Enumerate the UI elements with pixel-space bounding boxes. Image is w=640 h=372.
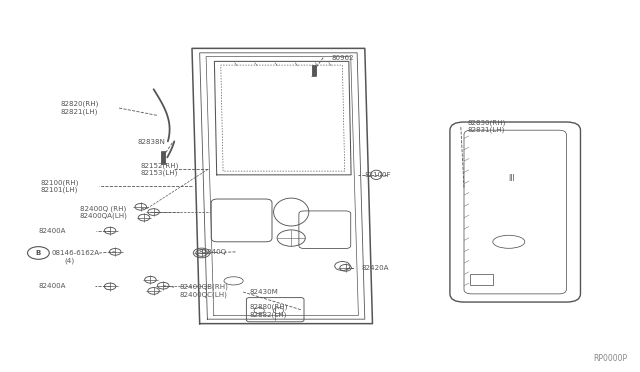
Text: 82400QB(RH): 82400QB(RH): [179, 284, 228, 291]
Text: 82400QA(LH): 82400QA(LH): [80, 212, 128, 219]
Text: 82838N: 82838N: [138, 139, 166, 145]
Text: 82100F: 82100F: [365, 172, 392, 178]
Text: B: B: [36, 250, 41, 256]
Text: 82840Q: 82840Q: [198, 249, 227, 255]
Text: 82400A: 82400A: [38, 283, 66, 289]
Text: 82100(RH): 82100(RH): [40, 179, 79, 186]
Text: 82400QC(LH): 82400QC(LH): [179, 291, 227, 298]
Text: 08146-6162A: 08146-6162A: [51, 250, 99, 256]
Text: 82400A: 82400A: [38, 228, 66, 234]
Text: 82101(LH): 82101(LH): [40, 186, 77, 193]
Text: 82820(RH): 82820(RH): [61, 101, 99, 108]
Text: 82821(LH): 82821(LH): [61, 108, 98, 115]
Text: III: III: [509, 174, 515, 183]
Text: (4): (4): [64, 257, 74, 264]
Text: 82400Q (RH): 82400Q (RH): [80, 205, 126, 212]
Text: 82152(RH): 82152(RH): [141, 162, 179, 169]
Text: 82430M: 82430M: [250, 289, 278, 295]
Bar: [470, 274, 493, 285]
Text: RP0000P: RP0000P: [593, 354, 627, 363]
Text: 80962: 80962: [332, 55, 354, 61]
Text: 82153(LH): 82153(LH): [141, 170, 178, 176]
Text: 82831(LH): 82831(LH): [467, 127, 504, 134]
Text: 82830(RH): 82830(RH): [467, 119, 506, 126]
Text: 82880(RH): 82880(RH): [250, 304, 288, 310]
Text: 82882(LH): 82882(LH): [250, 311, 287, 318]
Text: 82420A: 82420A: [362, 265, 389, 271]
